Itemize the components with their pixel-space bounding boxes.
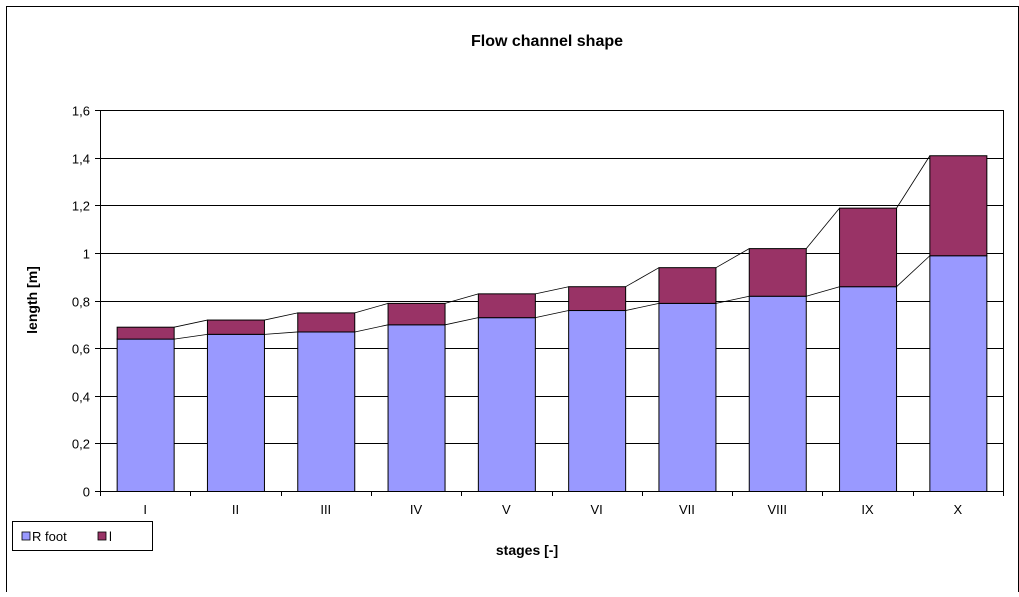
bar-r-foot-ix xyxy=(839,286,898,492)
series-line xyxy=(444,317,479,326)
bar-l-iii xyxy=(297,312,356,333)
y-tick-label: 1,6 xyxy=(72,104,90,119)
bar-r-foot-vi xyxy=(568,310,627,492)
bar-r-foot-x xyxy=(929,255,988,492)
series-line xyxy=(264,312,298,321)
bar-l-vi xyxy=(568,286,627,312)
x-tick-label: VII xyxy=(679,502,695,517)
series-line xyxy=(625,302,660,311)
legend-box xyxy=(12,521,153,551)
legend: R foot l xyxy=(12,521,153,551)
y-axis-label: length [m] xyxy=(24,266,40,334)
y-tick-label: 0,2 xyxy=(72,437,90,452)
bar-r-foot-iv xyxy=(387,324,446,492)
bar-l-x xyxy=(929,155,988,257)
x-tick-label: X xyxy=(954,502,963,517)
chart-title: Flow channel shape xyxy=(471,33,623,50)
x-axis-label: stages [-] xyxy=(496,542,558,558)
series-line xyxy=(174,333,208,340)
x-tick-label: VIII xyxy=(767,502,787,517)
series-line xyxy=(805,207,840,249)
bar-l-i xyxy=(116,326,175,340)
x-tick-label: II xyxy=(232,502,239,517)
series-line xyxy=(715,248,750,269)
legend-swatch-r-foot xyxy=(21,531,31,541)
series-line xyxy=(264,331,298,335)
y-tick-label: 0 xyxy=(83,485,90,500)
bar-r-foot-vii xyxy=(658,302,717,492)
series-line xyxy=(896,255,931,288)
bar-r-foot-v xyxy=(477,317,536,493)
plot-area: 00,20,40,60,811,21,41,6I II III IV V VI VII VII… xyxy=(72,104,1004,517)
y-tick-label: 1,2 xyxy=(72,199,90,214)
series-line xyxy=(354,302,389,314)
x-tick-label: V xyxy=(502,502,511,517)
series-line xyxy=(444,293,479,304)
y-tick-label: 1,4 xyxy=(72,152,90,167)
legend-label-l: l xyxy=(109,529,112,544)
series-line xyxy=(806,286,840,297)
bar-r-foot-i xyxy=(116,338,175,492)
x-tick-label: III xyxy=(320,502,331,517)
y-tick-label: 0,6 xyxy=(72,342,90,357)
series-line xyxy=(535,310,569,319)
x-tick-label: I xyxy=(143,502,147,517)
y-tick-label: 0,4 xyxy=(72,390,90,405)
bar-l-vii xyxy=(658,267,717,304)
bar-l-ix xyxy=(839,207,898,288)
y-tick-label: 1 xyxy=(83,247,90,262)
bar-l-v xyxy=(477,293,536,319)
series-line xyxy=(174,319,208,328)
series-line xyxy=(715,295,750,304)
bar-r-foot-viii xyxy=(748,295,807,492)
bar-l-ii xyxy=(206,319,265,335)
x-tick-label: IV xyxy=(410,502,423,517)
series-line xyxy=(896,155,931,209)
series-line xyxy=(535,286,569,295)
bar-r-foot-ii xyxy=(206,333,265,492)
legend-swatch-l xyxy=(97,531,107,541)
legend-label-r-foot: R foot xyxy=(32,529,67,544)
y-tick-label: 0,8 xyxy=(72,295,90,310)
bar-l-iv xyxy=(387,302,446,326)
bar-l-viii xyxy=(748,248,807,297)
x-tick-label: VI xyxy=(591,502,603,517)
bar-r-foot-iii xyxy=(297,331,356,492)
series-line xyxy=(625,267,660,288)
series-line xyxy=(354,324,389,333)
x-tick-label: IX xyxy=(861,502,874,517)
